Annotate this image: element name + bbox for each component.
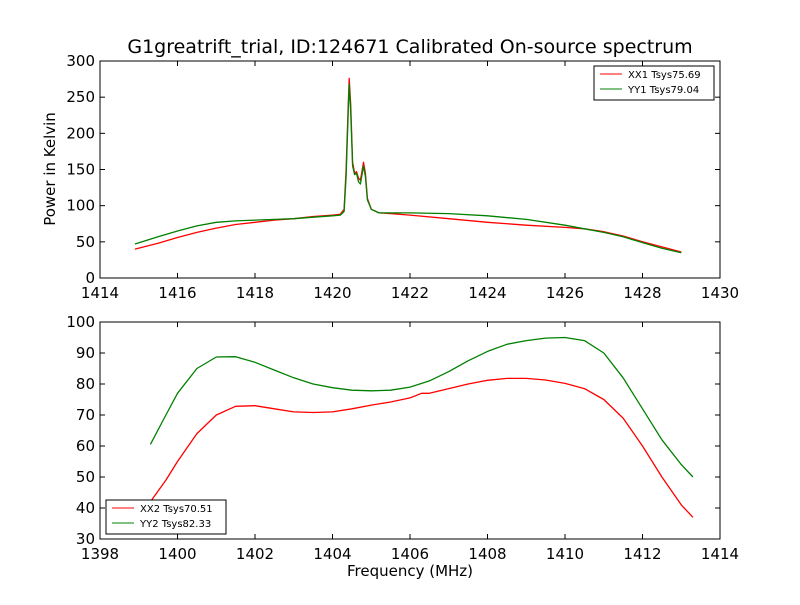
y-tick-label: 100 [66,313,95,331]
y-tick-label: 250 [66,88,95,106]
series-line-0 [134,77,682,253]
x-tick-label: 1414 [701,545,739,563]
y-tick-label: 50 [76,233,95,251]
legend-label-yy1: YY1 Tsys79.04 [627,85,699,96]
lower-axis-ticks: 1398 1400 1402 1404 1406 1408 1410 1412 1414 30 40… [66,313,739,563]
y-tick-label: 300 [66,52,95,70]
x-tick-label: 1422 [391,284,429,302]
legend-label-xx1: XX1 Tsys75.69 [628,70,701,81]
y-tick-label: 200 [66,124,95,142]
x-tick-label: 1420 [313,284,351,302]
x-tick-label: 1410 [546,545,584,563]
legend-box [593,65,715,101]
y-tick-label: 0 [85,269,95,287]
y-tick-label: 100 [66,197,95,215]
lower-series-lines [149,336,694,518]
x-tick-label: 1402 [236,545,274,563]
x-tick-label: 1426 [546,284,584,302]
y-tick-label: 30 [76,530,95,548]
y-tick-label: 40 [76,499,95,517]
y-tick-label: 70 [76,406,95,424]
x-tick-label: 1424 [468,284,506,302]
upper-plot-panel: G1greatrift_trial, ID:124671 Calibrated … [41,36,739,302]
legend-box [105,499,227,535]
chart-title: G1greatrift_trial, ID:124671 Calibrated … [127,36,692,58]
x-tick-label: 1406 [391,545,429,563]
y-tick-label: 60 [76,437,95,455]
upper-series-lines [134,77,682,254]
x-tick-label: 1400 [158,545,196,563]
upper-axis-ticks: 1414 1416 1418 1420 1422 1424 1426 1428 1430 0 50 1… [66,52,739,302]
x-axis-label: Frequency (MHz) [347,562,473,580]
upper-plot-frame [99,60,721,279]
upper-legend: XX1 Tsys75.69 YY1 Tsys79.04 [593,65,715,101]
x-tick-label: 1418 [236,284,274,302]
series-line-1 [149,336,694,478]
x-tick-label: 1416 [158,284,196,302]
x-tick-label: 1412 [623,545,661,563]
lower-legend: XX2 Tsys70.51 YY2 Tsys82.33 [105,499,227,535]
x-tick-label: 1428 [623,284,661,302]
x-tick-label: 1408 [468,545,506,563]
series-line-0 [149,377,694,518]
x-tick-label: 1414 [81,284,119,302]
y-tick-label: 80 [76,375,95,393]
y-tick-label: 50 [76,468,95,486]
x-tick-label: 1404 [313,545,351,563]
series-line-1 [134,83,682,254]
x-tick-label: 1398 [81,545,119,563]
lower-plot-panel: Frequency (MHz) 1398 1400 1402 1404 1406 1408… [66,313,739,580]
legend-label-xx2: XX2 Tsys70.51 [140,504,213,515]
y-tick-label: 90 [76,344,95,362]
y-tick-label: 150 [66,161,95,179]
y-axis-label: Power in Kelvin [41,112,59,226]
x-tick-label: 1430 [701,284,739,302]
legend-label-yy2: YY2 Tsys82.33 [139,519,211,530]
lower-plot-frame [99,321,721,540]
